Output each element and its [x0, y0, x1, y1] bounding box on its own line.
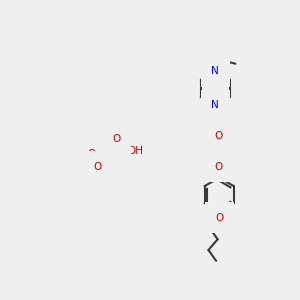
Text: O: O	[87, 149, 95, 159]
Text: O: O	[214, 131, 223, 141]
Text: O: O	[215, 213, 223, 223]
Text: N: N	[212, 66, 219, 76]
Text: H: H	[79, 152, 87, 162]
Text: O: O	[214, 162, 223, 172]
Text: OH: OH	[128, 146, 144, 157]
Text: O: O	[93, 162, 102, 172]
Text: O: O	[112, 134, 120, 144]
Text: N: N	[212, 100, 219, 110]
